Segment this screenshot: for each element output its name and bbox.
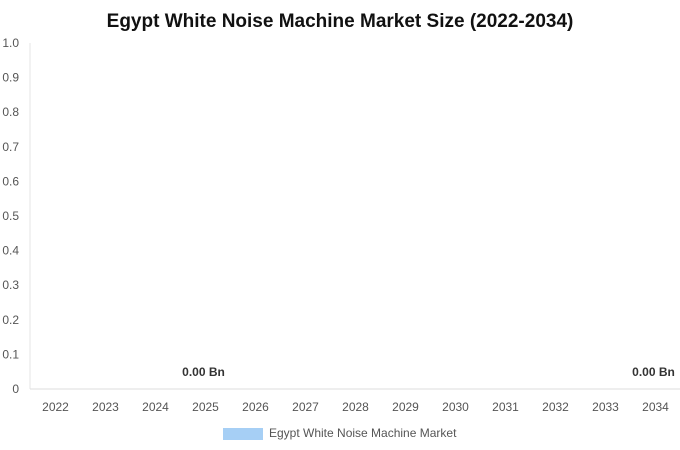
x-tick-label: 2033 bbox=[592, 400, 619, 414]
legend: Egypt White Noise Machine Market bbox=[223, 426, 457, 440]
x-axis: 2022 2023 2024 2025 2026 2027 2028 2029 2030 2031… bbox=[42, 400, 669, 414]
x-tick-label: 2027 bbox=[292, 400, 319, 414]
y-tick-label: 0.1 bbox=[2, 347, 19, 361]
x-tick-label: 2026 bbox=[242, 400, 269, 414]
y-tick-label: 0.3 bbox=[2, 278, 19, 292]
legend-label: Egypt White Noise Machine Market bbox=[269, 426, 457, 440]
x-tick-label: 2034 bbox=[642, 400, 669, 414]
y-tick-label: 0.5 bbox=[2, 209, 19, 223]
y-tick-label: 0.6 bbox=[2, 174, 19, 188]
data-label: 0.00 Bn bbox=[632, 365, 675, 379]
y-axis: 0 0.1 0.2 0.3 0.4 0.5 0.6 0.7 0.8 0.9 1.0 bbox=[2, 36, 19, 396]
chart-title: Egypt White Noise Machine Market Size (2… bbox=[107, 11, 574, 32]
y-tick-label: 0.4 bbox=[2, 244, 19, 258]
y-tick-label: 0.9 bbox=[2, 71, 19, 85]
data-labels: 0.00 Bn 0.00 Bn bbox=[182, 365, 675, 379]
x-tick-label: 2022 bbox=[42, 400, 69, 414]
x-tick-label: 2032 bbox=[542, 400, 569, 414]
x-tick-label: 2024 bbox=[142, 400, 169, 414]
y-tick-label: 0.8 bbox=[2, 105, 19, 119]
y-tick-label: 0.2 bbox=[2, 313, 19, 327]
x-tick-label: 2028 bbox=[342, 400, 369, 414]
y-tick-label: 1.0 bbox=[2, 36, 19, 50]
y-tick-label: 0.7 bbox=[2, 140, 19, 154]
y-tick-label: 0 bbox=[12, 382, 19, 396]
x-tick-label: 2029 bbox=[392, 400, 419, 414]
legend-swatch bbox=[223, 428, 263, 440]
x-tick-label: 2030 bbox=[442, 400, 469, 414]
x-tick-label: 2031 bbox=[492, 400, 519, 414]
x-tick-label: 2023 bbox=[92, 400, 119, 414]
x-tick-label: 2025 bbox=[192, 400, 219, 414]
data-label: 0.00 Bn bbox=[182, 365, 225, 379]
